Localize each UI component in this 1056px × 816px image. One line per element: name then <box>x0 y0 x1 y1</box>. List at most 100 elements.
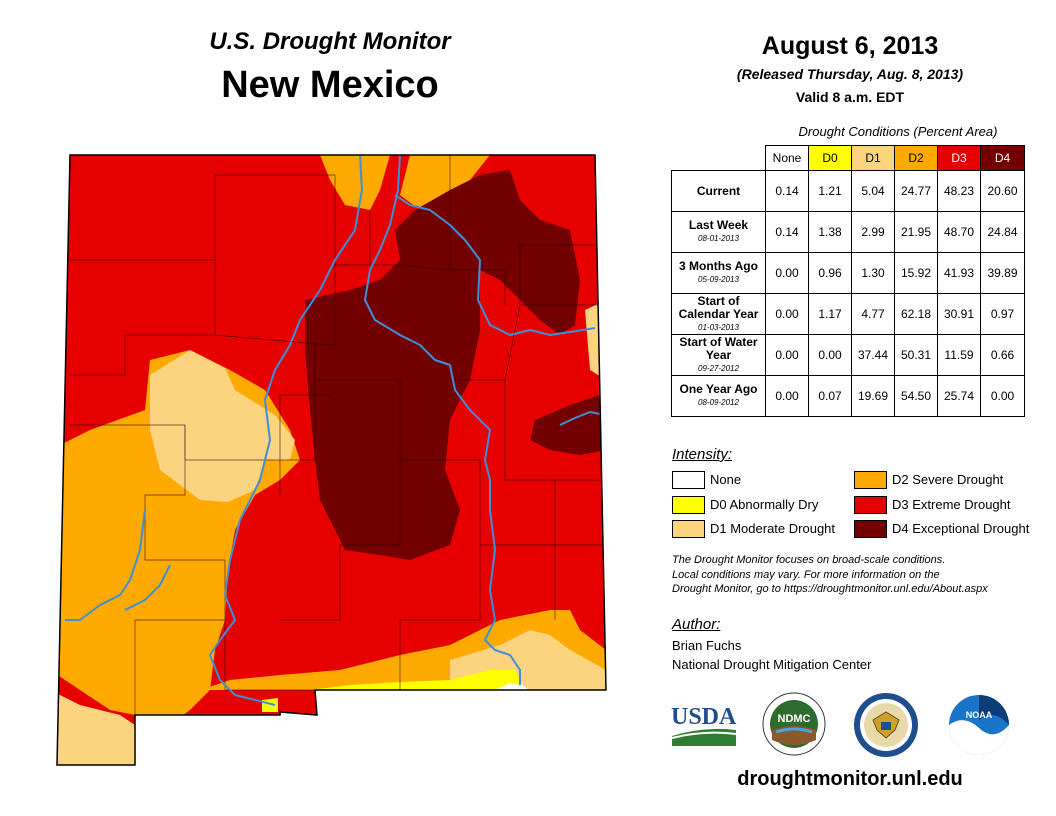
table-cell: 50.31 <box>894 334 938 376</box>
row-date: 01-03-2013 <box>698 322 739 332</box>
legend-swatch <box>854 520 887 538</box>
legend-label: D1 Moderate Drought <box>710 521 836 536</box>
legend-label: D3 Extreme Drought <box>892 497 1011 512</box>
usda-logo-text: USDA <box>671 704 737 730</box>
table-cell: 37.44 <box>851 334 895 376</box>
row-label-text: 3 Months Ago <box>679 259 758 273</box>
ndmc-logo: NDMC <box>762 692 826 756</box>
table-cell: 0.66 <box>980 334 1025 376</box>
table-row: Last Week 08-01-2013 0.14 1.38 2.99 21.95… <box>671 211 1025 253</box>
state-outline <box>56 154 607 766</box>
row-label: Current <box>671 170 766 212</box>
legend-label: None <box>710 472 742 487</box>
row-label-text: Start of Calendar Year <box>678 293 759 321</box>
valid-time: Valid 8 a.m. EDT <box>795 89 905 105</box>
col-header-d0: D0 <box>808 145 852 171</box>
row-label: Last Week 08-01-2013 <box>671 211 766 253</box>
zone-d2-north-2 <box>400 155 490 210</box>
table-row: Start of Water Year 09-27-2012 0.00 0.00 … <box>671 334 1025 376</box>
table-cell: 19.69 <box>851 375 895 417</box>
table-cell: 0.00 <box>765 375 809 417</box>
table-cell: 41.93 <box>937 252 981 294</box>
ndmc-logo-text: NDMC <box>778 713 811 725</box>
row-date: 08-01-2013 <box>698 234 739 243</box>
row-label: One Year Ago 08-09-2012 <box>671 375 766 417</box>
map-subtitle: U.S. Drought Monitor <box>209 28 451 55</box>
map-title: New Mexico <box>221 64 439 106</box>
legend-swatch <box>854 471 887 489</box>
zone-d0-southwest <box>262 698 278 712</box>
table-cell: 15.92 <box>894 252 938 294</box>
table-row: One Year Ago 08-09-2012 0.00 0.07 19.69 5… <box>671 375 1025 417</box>
table-cell: 30.91 <box>937 293 981 335</box>
author-heading: Author: <box>672 616 721 633</box>
col-header-d2: D2 <box>894 145 938 171</box>
author-name: Brian Fuchs <box>672 638 742 653</box>
table-cell: 48.70 <box>937 211 981 253</box>
col-header-d3: D3 <box>937 145 981 171</box>
table-cell: 0.00 <box>765 334 809 376</box>
table-row: Start of Calendar Year 01-03-2013 0.00 1.… <box>671 293 1025 335</box>
county-lines <box>70 155 606 715</box>
disclaimer-note: The Drought Monitor focuses on broad-sca… <box>672 553 1042 597</box>
legend-swatch <box>854 496 887 514</box>
table-cell: 1.38 <box>808 211 852 253</box>
legend-label: D2 Severe Drought <box>892 472 1004 487</box>
table-cell: 0.14 <box>765 170 809 212</box>
table-cell: 1.30 <box>851 252 895 294</box>
note-line: Drought Monitor, go to https://droughtmo… <box>672 583 988 595</box>
rivers <box>65 155 606 706</box>
col-header-none: None <box>765 145 809 171</box>
table-cell: 62.18 <box>894 293 938 335</box>
row-label-text: Current <box>696 183 741 198</box>
legend-swatch <box>672 471 705 489</box>
table-row: 3 Months Ago 05-09-2013 0.00 0.96 1.30 15… <box>671 252 1025 294</box>
table-cell: 0.00 <box>765 252 809 294</box>
table-header-row: None D0 D1 D2 D3 D4 <box>672 145 1025 171</box>
legend-heading: Intensity: <box>672 446 733 463</box>
row-date: 05-09-2013 <box>698 275 739 284</box>
author-organization: National Drought Mitigation Center <box>672 657 872 672</box>
table-cell: 21.95 <box>894 211 938 253</box>
col-header-d4: D4 <box>980 145 1025 171</box>
website-url[interactable]: droughtmonitor.unl.edu <box>737 768 963 790</box>
table-cell: 1.17 <box>808 293 852 335</box>
table-cell: 0.96 <box>808 252 852 294</box>
table-cell: 0.00 <box>980 375 1025 417</box>
legend-label: D4 Exceptional Drought <box>892 521 1030 536</box>
usda-logo: USDA <box>671 704 737 746</box>
table-corner <box>672 146 766 171</box>
note-line: The Drought Monitor focuses on broad-sca… <box>672 554 946 566</box>
table-cell: 0.14 <box>765 211 809 253</box>
zone-d0-south <box>310 670 525 690</box>
table-cell: 4.77 <box>851 293 895 335</box>
table-cell: 5.04 <box>851 170 895 212</box>
table-cell: 2.99 <box>851 211 895 253</box>
table-cell: 11.59 <box>937 334 981 376</box>
zone-d1-west <box>150 350 295 502</box>
map-date: August 6, 2013 <box>761 32 939 60</box>
table-row: Current 0.14 1.21 5.04 24.77 48.23 20.60 <box>671 170 1025 212</box>
drought-conditions-table: None D0 D1 D2 D3 D4 Current 0.14 1.21 5.… <box>671 145 1025 417</box>
noaa-logo: NOAA <box>949 695 1009 755</box>
note-line: Local conditions may vary. For more info… <box>672 568 940 581</box>
table-cell: 0.97 <box>980 293 1025 335</box>
release-date: (Released Thursday, Aug. 8, 2013) <box>736 66 964 82</box>
table-cell: 25.74 <box>937 375 981 417</box>
row-label: 3 Months Ago 05-09-2013 <box>671 252 766 294</box>
table-cell: 0.07 <box>808 375 852 417</box>
row-label: Start of Calendar Year 01-03-2013 <box>671 293 766 335</box>
row-label-text: Start of Water Year <box>679 334 758 362</box>
legend-swatch <box>672 496 705 514</box>
col-header-d1: D1 <box>851 145 895 171</box>
table-cell: 0.00 <box>808 334 852 376</box>
row-date: 09-27-2012 <box>698 363 739 373</box>
row-label-text: One Year Ago <box>679 382 758 396</box>
commerce-seal-logo <box>854 693 918 757</box>
table-cell: 54.50 <box>894 375 938 417</box>
table-cell: 1.21 <box>808 170 852 212</box>
zone-none-south <box>495 683 528 690</box>
table-cell: 20.60 <box>980 170 1025 212</box>
table-caption: Drought Conditions (Percent Area) <box>798 124 998 139</box>
row-label-text: Last Week <box>688 218 749 232</box>
